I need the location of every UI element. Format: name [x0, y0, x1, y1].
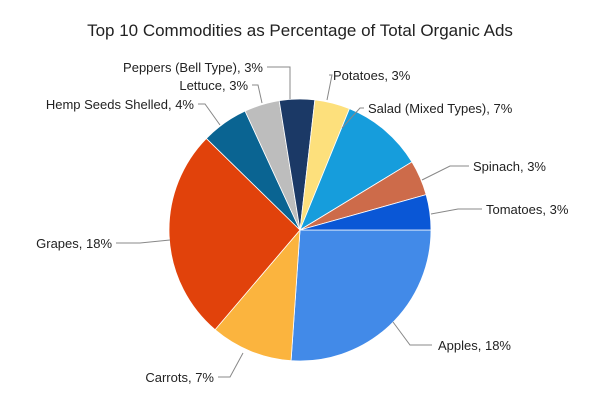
slice-label: Spinach, 3% — [473, 159, 546, 174]
leader-line — [218, 352, 244, 378]
slice-label: Hemp Seeds Shelled, 4% — [46, 97, 195, 112]
slice-label: Lettuce, 3% — [179, 78, 248, 93]
slice-label: Grapes, 18% — [36, 236, 112, 251]
slice-label: Apples, 18% — [438, 338, 511, 353]
leader-line — [421, 165, 469, 181]
leader-line — [341, 107, 364, 129]
leader-line — [252, 84, 263, 104]
leader-line — [392, 321, 432, 346]
leader-line — [326, 74, 333, 101]
chart-title: Top 10 Commodities as Percentage of Tota… — [87, 21, 513, 40]
pie-slice-grapes — [168, 137, 301, 331]
slice-label: Potatoes, 3% — [333, 68, 411, 83]
pie-slice-tomatoes — [299, 194, 432, 231]
pie-slice-salad-mixed-types — [299, 108, 413, 231]
slice-label: Tomatoes, 3% — [486, 202, 569, 217]
leader-line — [198, 103, 221, 126]
pie-slice-carrots — [214, 228, 301, 362]
leader-line — [116, 239, 171, 244]
slice-label: Salad (Mixed Types), 7% — [368, 101, 513, 116]
slice-label: Carrots, 7% — [145, 370, 214, 385]
pie-slice-apples — [290, 229, 432, 362]
leader-line — [430, 208, 482, 215]
leader-line — [267, 66, 291, 99]
slice-label: Peppers (Bell Type), 3% — [123, 60, 263, 75]
